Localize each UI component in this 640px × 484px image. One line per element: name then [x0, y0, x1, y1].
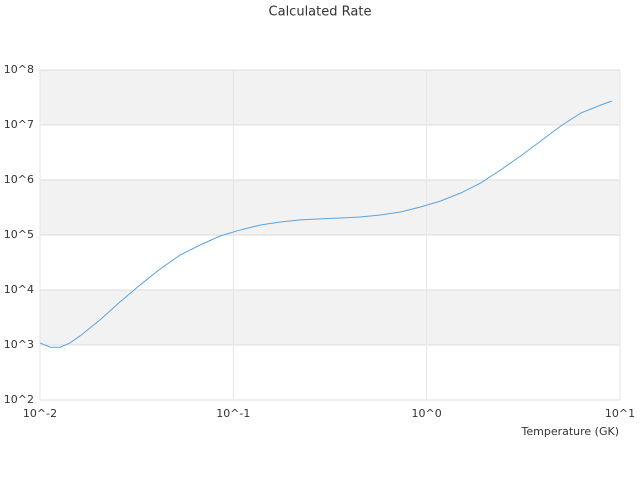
grid-band [40, 180, 620, 235]
y-tick-label: 10^7 [4, 118, 34, 131]
y-tick-label: 10^6 [4, 173, 34, 186]
data-line [39, 100, 612, 348]
y-tick-label: 10^8 [4, 63, 34, 76]
y-tick-label: 10^5 [4, 228, 34, 241]
x-tick-label: 10^-1 [216, 407, 250, 420]
x-axis-label: Temperature (GK) [521, 425, 620, 438]
x-tick-label: 10^0 [412, 407, 442, 420]
grid-band [40, 70, 620, 125]
x-tick-label: 10^1 [605, 407, 635, 420]
y-tick-label: 10^4 [4, 283, 34, 296]
y-tick-label: 10^3 [4, 338, 34, 351]
y-tick-label: 10^2 [4, 393, 34, 406]
grid-band [40, 290, 620, 345]
chart-title: Calculated Rate [269, 5, 372, 20]
x-tick-label: 10^-2 [23, 407, 57, 420]
